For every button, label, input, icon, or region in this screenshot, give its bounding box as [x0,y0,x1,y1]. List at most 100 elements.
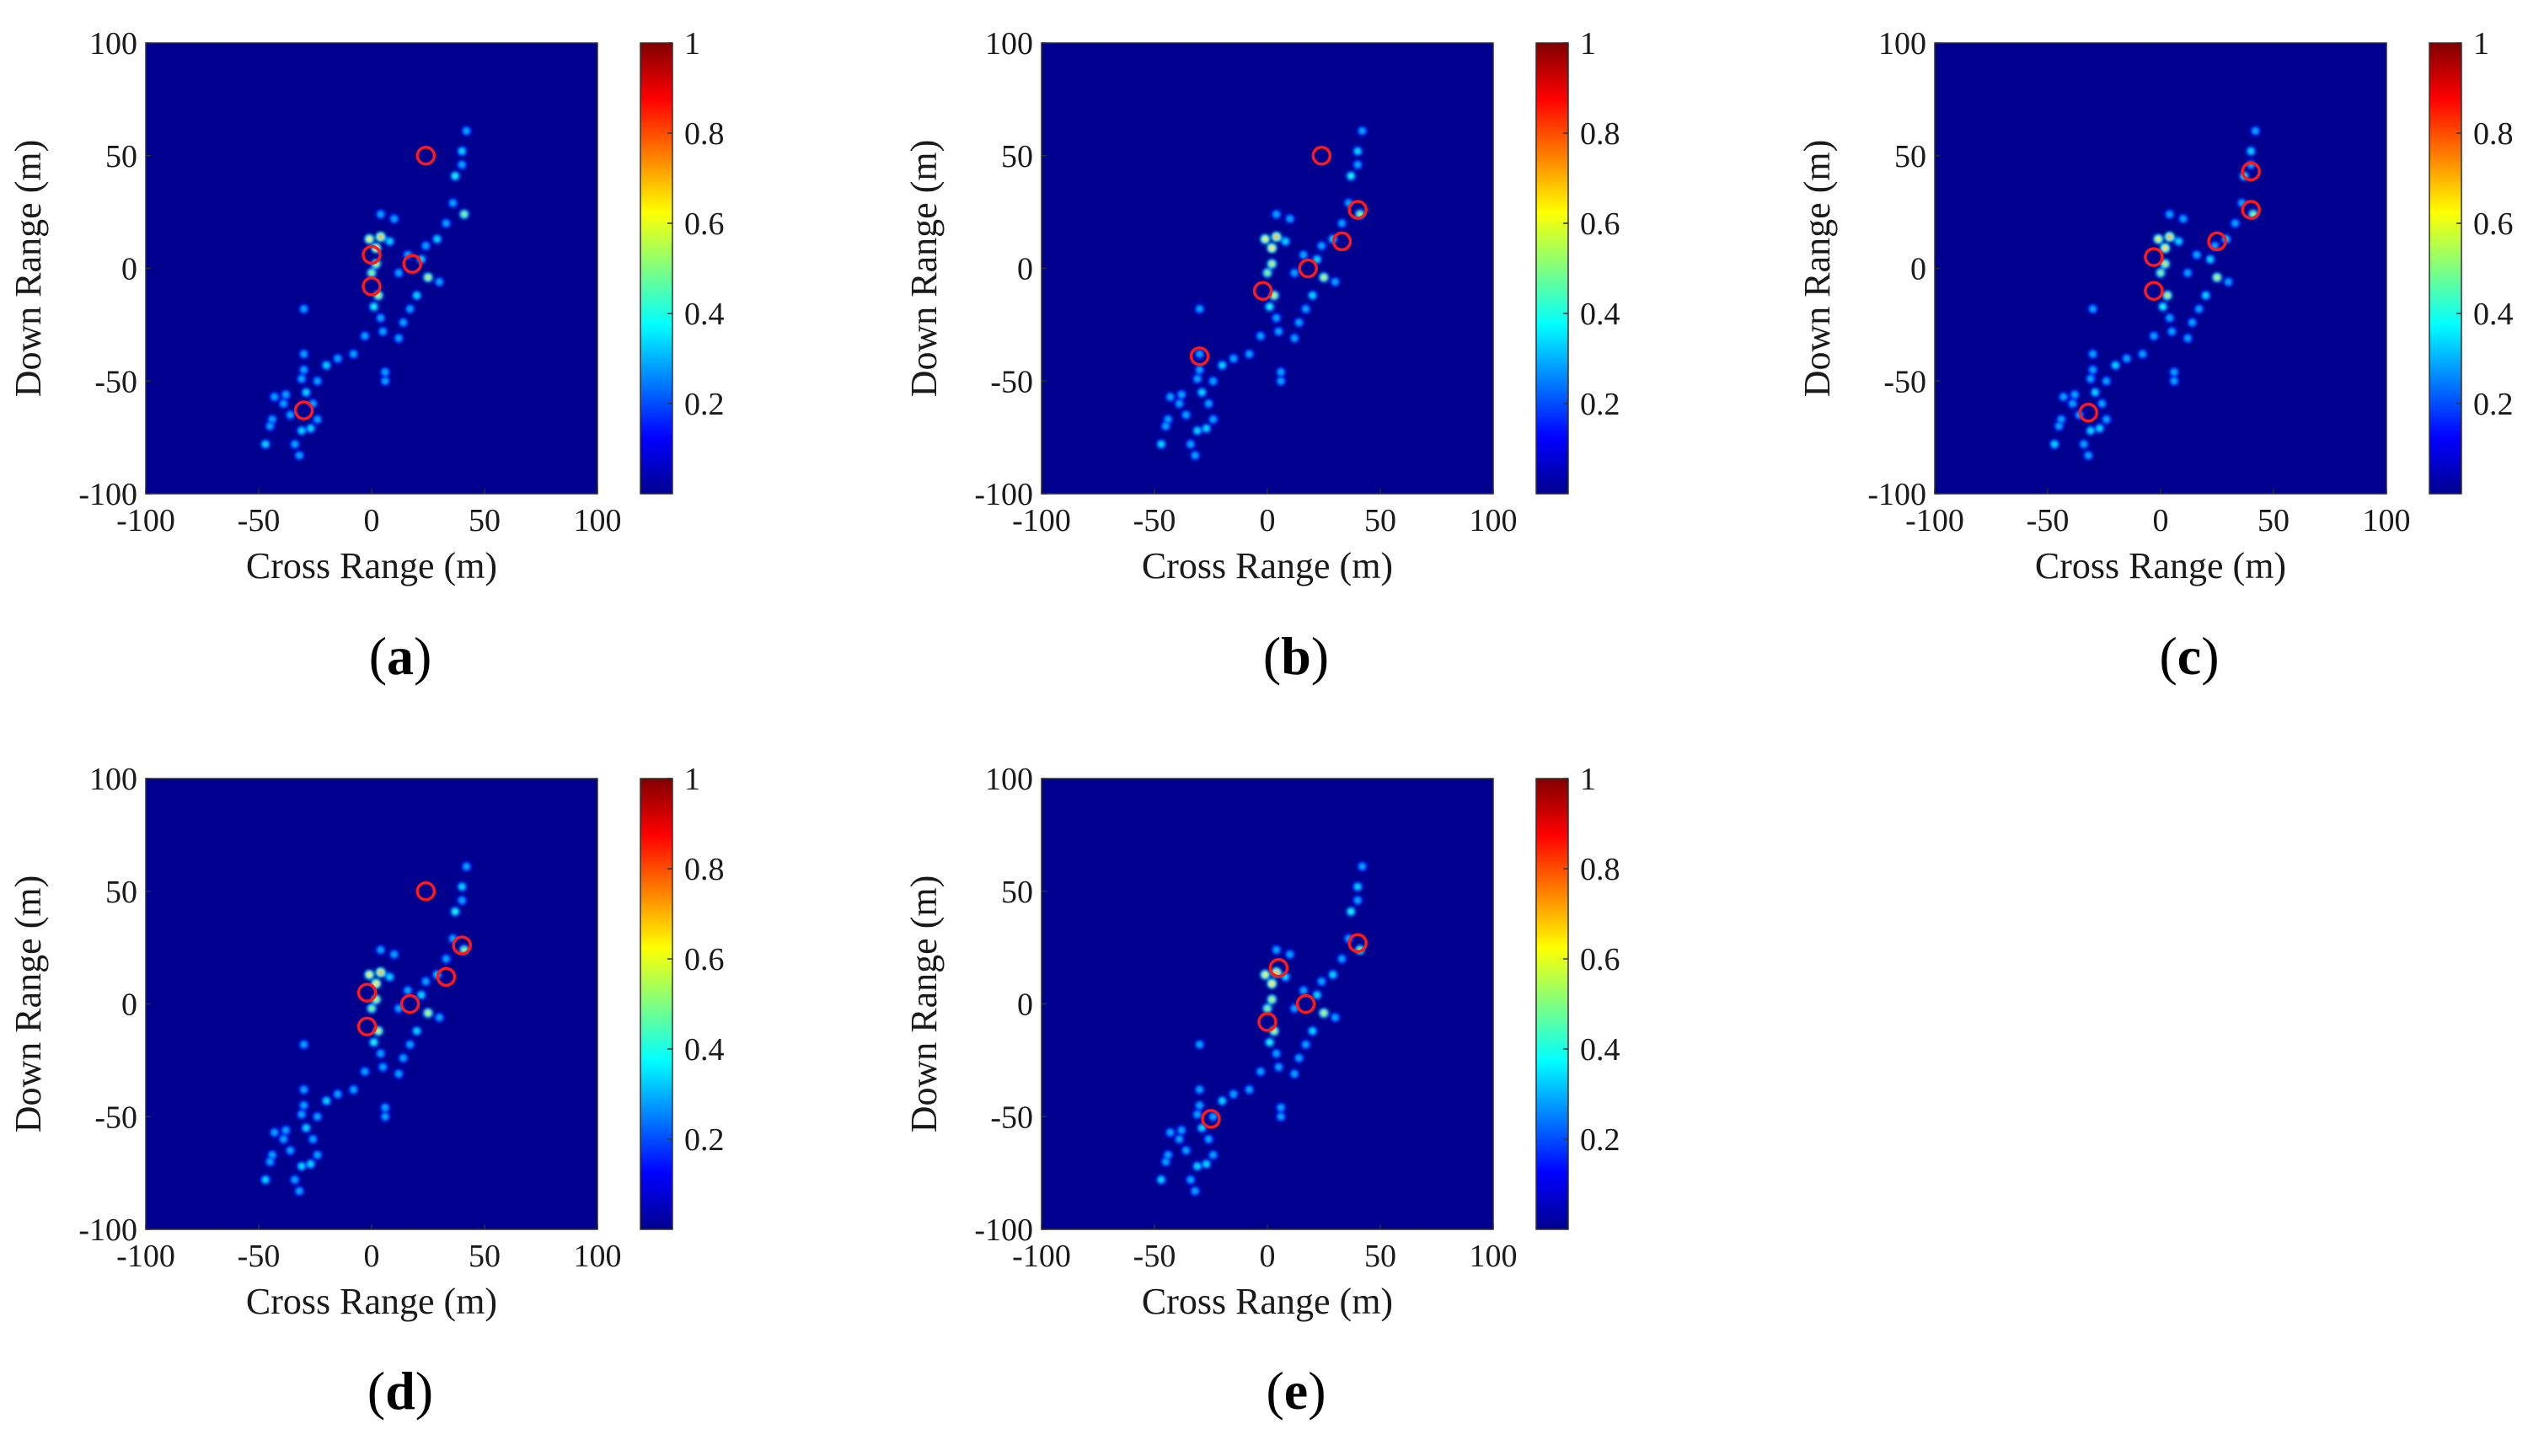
colorbar [1535,42,1569,495]
heatmap-spot-core [461,947,468,953]
heatmap-spot-core [1273,969,1279,976]
panel-label: (a) [369,626,432,686]
heatmap-spot-core [262,1176,269,1183]
target-circle [1298,258,1318,279]
heatmap-spot-core [382,1105,388,1111]
heatmap-spot-core [1219,1098,1225,1104]
heatmap-spot-core [423,243,429,249]
heatmap-spot-core [463,128,469,134]
x-tick-label: -100 [1012,1239,1071,1274]
colorbar-tick-label: 0.4 [2473,297,2514,332]
heatmap-spot-core [1197,367,1202,373]
heatmap-spot-core [1355,162,1361,168]
heatmap-spot-core [1273,211,1279,217]
heatmap-spot-core [1158,441,1165,447]
heatmap-spot-core [298,376,305,382]
y-axis-label: Down Range (m) [903,140,945,398]
heatmap-spot-core [271,1129,277,1136]
heatmap-spot-core [1355,148,1361,154]
heatmap-spot-core [371,1039,377,1046]
heatmap-spot-core [400,1055,406,1061]
y-tick-label: -50 [94,1100,137,1135]
heatmap-spot-core [414,1028,420,1034]
heatmap-spot-core [1203,426,1209,431]
x-tick-label: 0 [364,503,380,538]
heatmap-spot-core [2056,423,2062,429]
heatmap-spot-core [287,412,293,418]
heatmap-spot-core [1192,452,1198,458]
heatmap-spot-core [2169,329,2175,335]
heatmap-spot-core [310,1136,316,1143]
heatmap-spot-core [1197,306,1202,312]
heatmap-spot-core [1210,1152,1216,1158]
y-tick-label: 100 [1878,26,1926,62]
heatmap-spot-core [267,1159,273,1164]
colorbar-tick-label: 0.2 [684,387,725,422]
heatmap-spot-core [459,148,465,154]
heatmap-spot-core [1167,1129,1173,1136]
y-tick-label: -50 [94,364,137,399]
colorbar-tick-label: 0.6 [1580,206,1620,242]
target-circle [436,966,457,988]
heatmap-spot-core [308,1161,313,1167]
heatmap-spot-core [368,270,375,276]
panel-label: (e) [1266,1361,1326,1421]
heatmap-spot-core [395,1071,402,1077]
colorbar-tick-label: 0.8 [1580,852,1620,887]
heatmap-spot-core [297,452,303,458]
heatmap-spot-core [301,351,307,357]
heatmap-spot-core [1320,275,1327,281]
target-circle [2144,247,2164,267]
y-tick-label: 50 [105,139,137,174]
x-tick-label: -100 [116,503,175,538]
heatmap-spot-core [404,988,411,993]
heatmap-spot-core [2166,315,2172,321]
colorbar-tick-label: 0.8 [684,116,725,152]
heatmap-spot-core [1163,1159,1169,1164]
y-tick-label: 100 [985,26,1033,62]
heatmap-spot-core [2184,270,2191,276]
x-tick-label: -100 [1905,503,1964,538]
x-axis-label: Cross Range (m) [1142,545,1393,586]
heatmap-spot-core [1230,1091,1237,1097]
y-tick-label: 100 [985,762,1033,797]
heatmap-spot-core [1320,1010,1327,1016]
heatmap-spot-core [1276,329,1282,335]
heatmap-spot-core [380,329,386,335]
y-tick-label: 50 [1001,875,1033,910]
heatmap-spot-core [378,947,383,953]
panel-b: -100 -50 0 50 100 100 50 0 -50 -100 Cross Range (m… [903,26,1620,686]
heatmap-spot-core [378,233,383,240]
heatmap-spot-core [314,1114,320,1120]
heatmap-spot-core [1291,335,1298,341]
heatmap-spot-core [1283,238,1288,244]
target-circle [2078,402,2098,423]
heatmap-spot-core [269,1152,276,1158]
colorbar-tick-label: 1 [1580,762,1596,797]
heatmap-spot-core [1273,1051,1279,1057]
target-circle [1201,1109,1221,1129]
heatmap-spot-core [2090,306,2096,312]
heatmap-spot-core [2087,376,2094,382]
colorbar [640,42,673,495]
heatmap-spot-core [1210,1114,1216,1120]
heatmap-spot-core [418,992,425,998]
heatmap-spot-core [2252,128,2258,134]
heatmap-spot-core [2171,378,2177,384]
heatmap-spot-core [2162,260,2168,267]
heatmap-spot-core [1339,220,1345,227]
heatmap-spot-core [1277,1105,1284,1111]
heatmap-spot-core [2171,369,2177,375]
heatmap-spot-core [1355,897,1361,903]
x-tick-label: 50 [2258,503,2290,538]
heatmap-spot-core [1271,292,1277,298]
heatmap-spot-core [1355,884,1361,890]
y-tick-label: -50 [990,364,1033,399]
heatmap-spots [260,126,472,461]
colorbar-tick-label: 1 [684,26,700,62]
target-circle [356,982,378,1003]
y-tick-label: -100 [974,477,1033,512]
heatmap-spot-core [459,162,465,168]
heatmap-spot-core [324,1098,329,1104]
heatmap-spot-core [443,956,449,962]
